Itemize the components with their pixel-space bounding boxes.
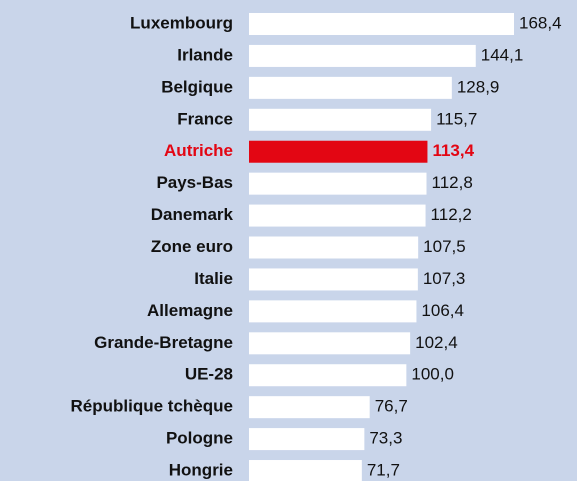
- category-label: Danemark: [151, 205, 234, 224]
- bar: [249, 108, 432, 131]
- category-label: France: [177, 109, 233, 128]
- bar: [249, 396, 370, 419]
- value-label: 112,8: [432, 173, 473, 192]
- category-label: Grande-Bretagne: [94, 333, 233, 352]
- category-label: Luxembourg: [130, 13, 233, 32]
- bar: [249, 332, 411, 355]
- category-label: République tchèque: [71, 397, 233, 416]
- category-label: Hongrie: [169, 461, 233, 480]
- value-label: 100,0: [411, 365, 454, 384]
- value-label: 128,9: [457, 77, 500, 96]
- category-label: Pologne: [166, 429, 233, 448]
- value-label: 76,7: [375, 397, 408, 416]
- bar: [249, 76, 452, 99]
- bar: [249, 300, 417, 323]
- category-label: Irlande: [177, 45, 233, 64]
- category-label: Allemagne: [147, 301, 233, 320]
- value-label: 106,4: [421, 301, 464, 320]
- category-label: UE-28: [185, 365, 233, 384]
- bar: [249, 172, 427, 195]
- bar: [249, 460, 362, 481]
- value-label: 112,2: [431, 205, 472, 224]
- value-label: 102,4: [415, 333, 458, 352]
- bar: [249, 364, 407, 387]
- bar: [249, 236, 419, 259]
- value-label: 168,4: [519, 13, 562, 32]
- bar: [249, 268, 418, 291]
- bar: [249, 44, 476, 67]
- bar: [249, 204, 426, 227]
- category-label: Belgique: [161, 77, 233, 96]
- value-label: 107,5: [423, 237, 466, 256]
- value-label: 144,1: [481, 45, 524, 64]
- category-label: Italie: [194, 269, 233, 288]
- category-label: Pays-Bas: [156, 173, 233, 192]
- value-label: 115,7: [436, 109, 477, 128]
- value-label: 71,7: [367, 461, 400, 480]
- value-label: 113,4: [432, 141, 474, 160]
- bar: [249, 13, 514, 35]
- bar: [249, 428, 365, 451]
- value-label: 73,3: [369, 429, 402, 448]
- category-label: Autriche: [164, 141, 233, 160]
- category-label: Zone euro: [151, 237, 233, 256]
- bar: [249, 140, 428, 163]
- value-label: 107,3: [423, 269, 466, 288]
